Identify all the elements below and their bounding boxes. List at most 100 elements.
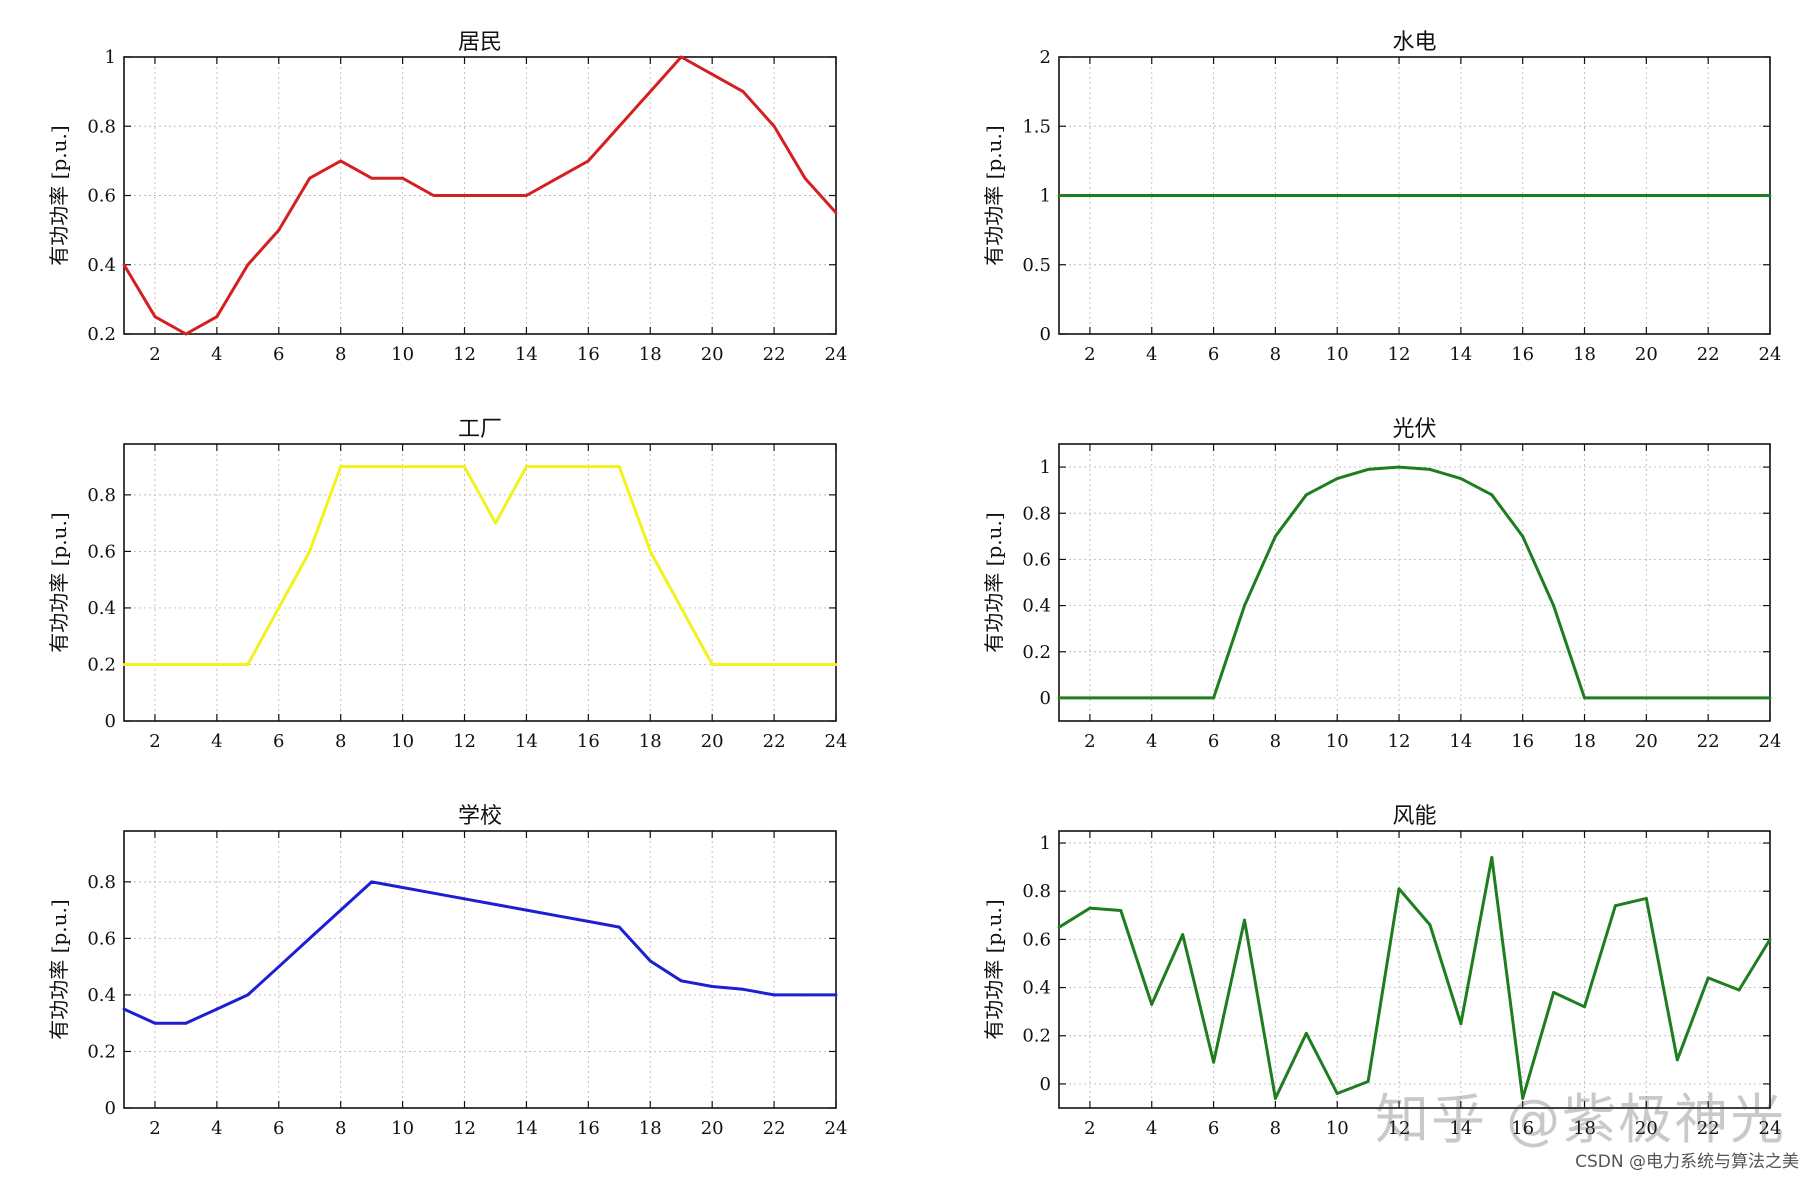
data-point xyxy=(1706,696,1710,700)
series-line xyxy=(123,880,836,1025)
data-point xyxy=(741,90,745,94)
x-tick-label: 16 xyxy=(577,1118,600,1139)
data-point xyxy=(648,959,652,963)
x-tick-label: 2 xyxy=(149,344,160,365)
x-tick-label: 12 xyxy=(453,344,476,365)
data-point xyxy=(617,465,621,469)
data-point xyxy=(1521,1096,1525,1100)
data-point xyxy=(648,90,652,94)
data-point xyxy=(1644,696,1648,700)
data-point xyxy=(1335,194,1339,197)
x-tick-label: 8 xyxy=(1270,1118,1281,1139)
data-point xyxy=(215,663,219,666)
y-tick-label: 0.2 xyxy=(87,1041,116,1062)
y-tick-label: 0.2 xyxy=(87,654,116,675)
y-tick-label: 0.6 xyxy=(1022,929,1051,950)
data-point xyxy=(803,663,807,666)
y-tick-label: 1 xyxy=(1040,833,1051,854)
x-tick-label: 2 xyxy=(1084,731,1095,752)
x-tick-label: 2 xyxy=(149,731,160,752)
x-tick-label: 8 xyxy=(335,344,346,365)
x-tick-label: 4 xyxy=(211,344,222,365)
y-tick-label: 0.6 xyxy=(87,186,116,207)
data-point xyxy=(494,521,497,525)
chart-title: 水电 xyxy=(1392,30,1436,55)
x-tick-label: 14 xyxy=(1449,731,1472,752)
data-point xyxy=(1706,194,1710,197)
data-point xyxy=(555,465,559,469)
data-point xyxy=(215,315,219,319)
data-point xyxy=(1212,1060,1215,1064)
data-point xyxy=(122,263,126,267)
data-point xyxy=(1057,925,1061,929)
y-tick-label: 0.2 xyxy=(1022,642,1051,663)
x-tick-label: 16 xyxy=(1511,1118,1534,1139)
data-point xyxy=(617,124,621,128)
data-point xyxy=(370,176,374,180)
x-tick-label: 6 xyxy=(1208,731,1219,752)
x-tick-label: 18 xyxy=(1573,731,1596,752)
data-point xyxy=(1119,194,1123,197)
x-tick-label: 6 xyxy=(273,344,284,365)
x-tick-label: 22 xyxy=(1697,731,1720,752)
x-tick-label: 14 xyxy=(515,731,538,752)
y-tick-label: 0.6 xyxy=(1022,549,1051,570)
data-point xyxy=(339,908,343,912)
y-tick-label: 1 xyxy=(1040,186,1051,207)
x-tick-label: 24 xyxy=(1759,344,1782,365)
data-point xyxy=(432,891,435,895)
y-tick-label: 0.8 xyxy=(1022,881,1051,902)
data-point xyxy=(308,937,312,940)
x-tick-label: 6 xyxy=(273,1118,284,1139)
chart-panel-3: 2 4 6 8 10 12 14 16 18 20 22 2400.20.40.60.8工厂有功功率 … xyxy=(47,417,847,752)
chart-title: 工厂 xyxy=(458,417,502,442)
data-point xyxy=(494,194,497,197)
data-point xyxy=(803,993,807,997)
y-tick-label: 0.4 xyxy=(1022,978,1051,999)
x-tick-label: 20 xyxy=(1635,731,1658,752)
data-point xyxy=(834,211,838,215)
data-point xyxy=(1490,194,1494,197)
x-tick-label: 18 xyxy=(639,731,662,752)
data-point xyxy=(370,465,374,469)
data-point xyxy=(1583,696,1586,700)
data-point xyxy=(1675,1058,1679,1062)
x-tick-label: 10 xyxy=(391,1118,414,1139)
data-point xyxy=(710,72,714,76)
data-point xyxy=(1181,194,1185,197)
data-point xyxy=(1181,696,1185,700)
data-point xyxy=(184,663,188,666)
x-tick-label: 20 xyxy=(701,344,724,365)
x-tick-label: 18 xyxy=(639,1118,662,1139)
data-point xyxy=(1335,1092,1339,1095)
data-point xyxy=(463,194,466,197)
y-tick-label: 0.6 xyxy=(87,928,116,949)
x-tick-label: 20 xyxy=(701,731,724,752)
data-point xyxy=(432,465,435,469)
data-point xyxy=(277,965,281,969)
data-point xyxy=(1552,194,1556,197)
data-point xyxy=(246,263,250,267)
x-tick-label: 12 xyxy=(1388,344,1411,365)
y-tick-label: 1 xyxy=(105,47,116,68)
data-point xyxy=(1273,1096,1277,1100)
y-tick-label: 0.4 xyxy=(87,598,116,619)
data-point xyxy=(1366,194,1370,197)
chart-title: 风能 xyxy=(1392,804,1436,829)
x-tick-label: 8 xyxy=(335,731,346,752)
data-point xyxy=(370,880,374,884)
data-point xyxy=(1490,493,1494,497)
data-point xyxy=(741,663,745,666)
data-point xyxy=(122,663,126,666)
data-point xyxy=(710,985,714,988)
x-tick-label: 2 xyxy=(1084,344,1095,365)
y-tick-label: 0.4 xyxy=(1022,596,1051,617)
x-tick-label: 2 xyxy=(1084,1118,1095,1139)
data-point xyxy=(555,914,559,918)
x-tick-label: 20 xyxy=(1635,1118,1658,1139)
y-tick-label: 1 xyxy=(1040,457,1051,478)
y-tick-label: 0 xyxy=(105,711,116,732)
data-point xyxy=(246,993,250,997)
data-point xyxy=(1243,194,1246,197)
